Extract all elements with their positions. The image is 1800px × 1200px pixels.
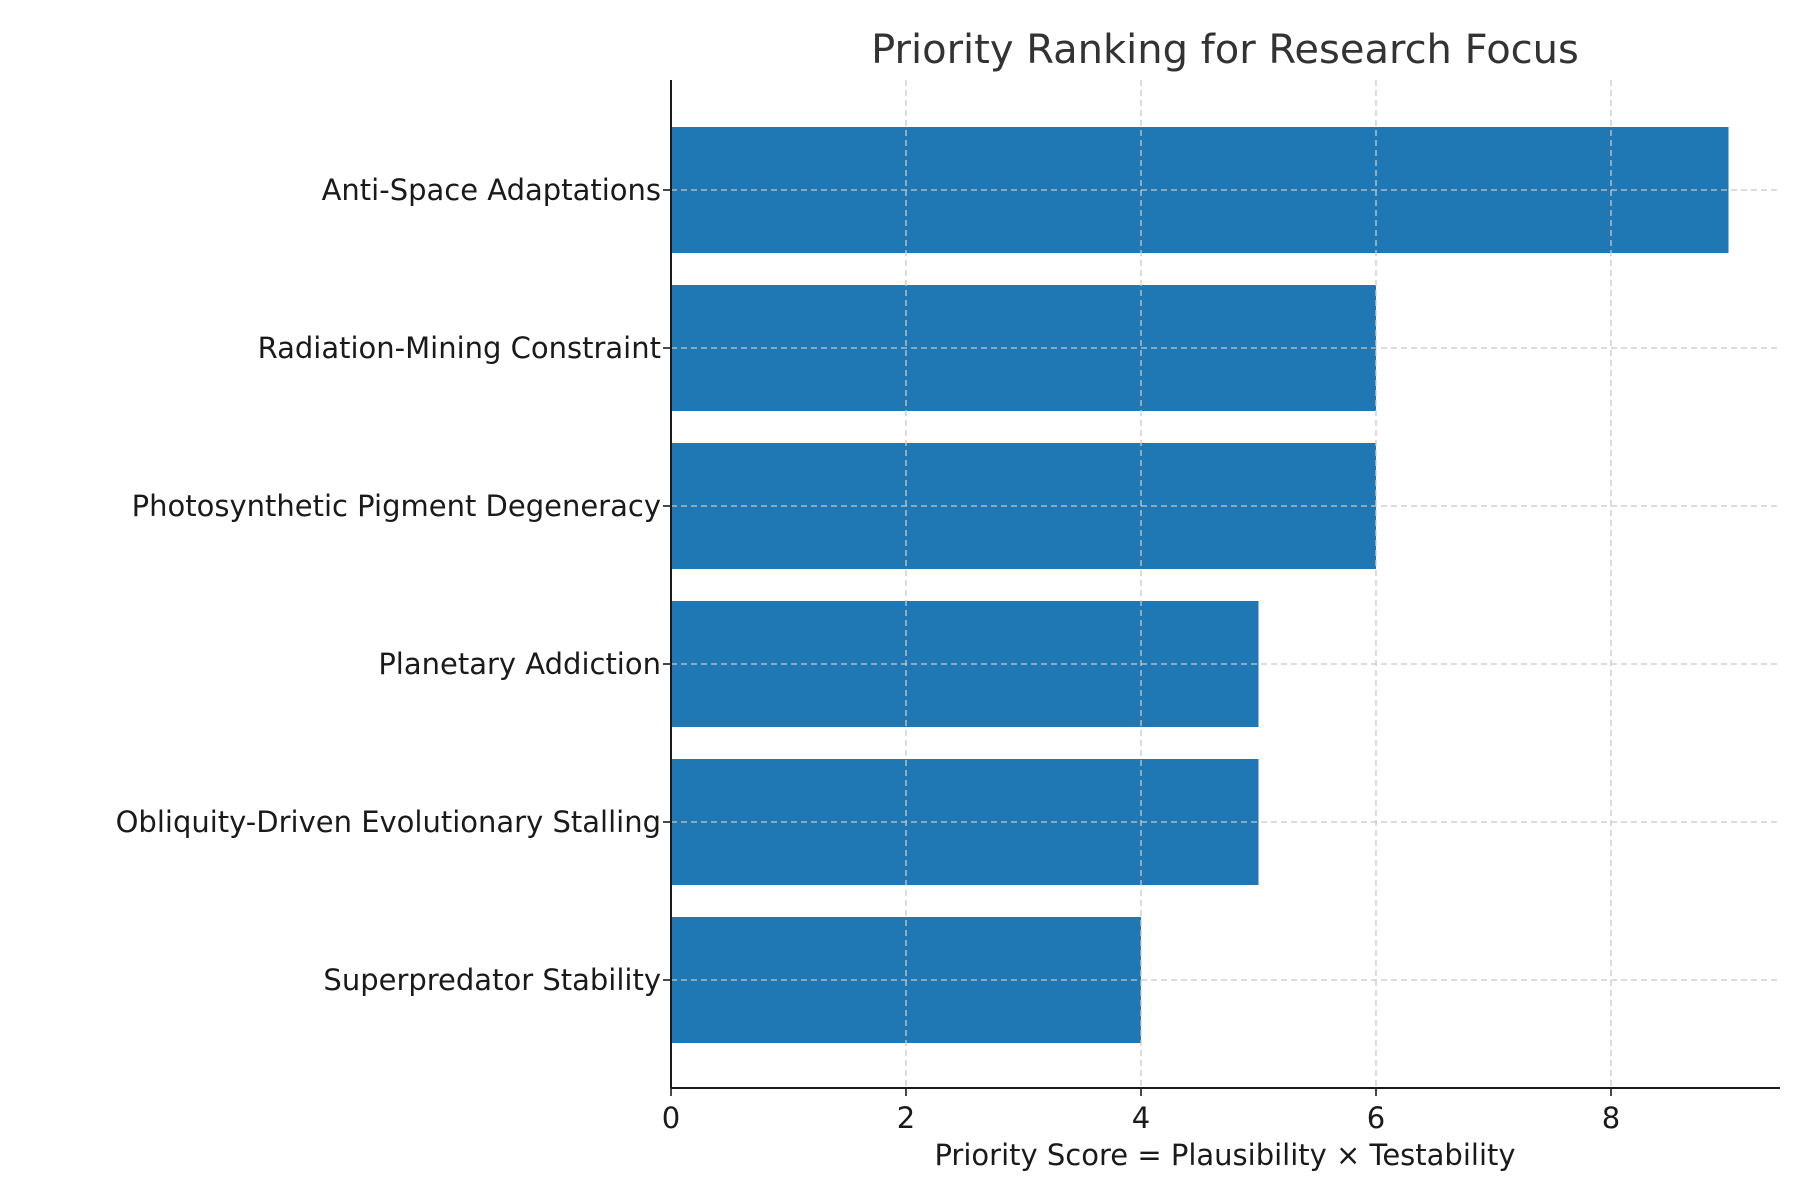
x-tick-label: 2 — [897, 1101, 915, 1135]
x-tick-label: 6 — [1367, 1101, 1385, 1135]
y-tick-labels: Anti-Space Adaptations Radiation-Mining C… — [116, 173, 661, 997]
x-tick-labels: 0 2 4 6 8 — [662, 1101, 1620, 1135]
axes — [663, 80, 1780, 1096]
bars — [671, 127, 1729, 1043]
x-tick-label: 0 — [662, 1101, 680, 1135]
chart-title: Priority Ranking for Research Focus — [871, 27, 1579, 73]
y-tick-label: Photosynthetic Pigment Degeneracy — [132, 489, 661, 523]
grid — [670, 80, 1780, 1088]
y-tick-label: Anti-Space Adaptations — [322, 173, 661, 207]
x-axis-label: Priority Score = Plausibility × Testabil… — [934, 1138, 1515, 1172]
bar-anti-space-adaptations — [671, 127, 1729, 253]
y-tick-label: Planetary Addiction — [378, 647, 661, 681]
y-tick-label: Superpredator Stability — [323, 963, 661, 997]
y-tick-label: Radiation-Mining Constraint — [258, 331, 661, 365]
x-tick-label: 8 — [1602, 1101, 1620, 1135]
y-tick-label: Obliquity-Driven Evolutionary Stalling — [116, 805, 661, 839]
x-tick-label: 4 — [1132, 1101, 1150, 1135]
